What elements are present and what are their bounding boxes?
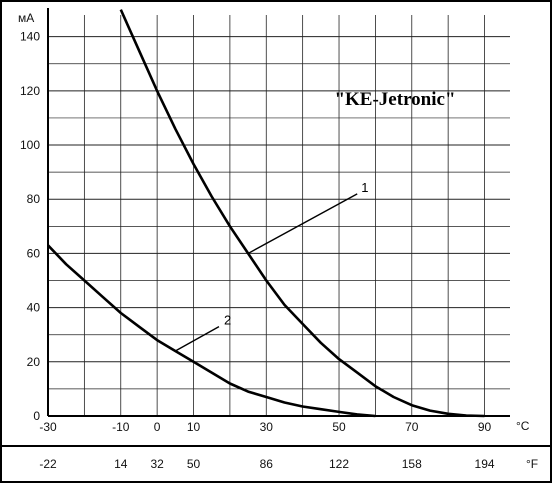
x2-tick-labels: -22 14 32 50 86 122 158 194	[39, 457, 495, 471]
x2-tick-label: 194	[475, 457, 495, 471]
x-axis-unit-fahrenheit: °F	[526, 457, 538, 471]
series-2-leader	[174, 325, 220, 352]
series-1-leader	[247, 193, 358, 255]
chart-title: "KE-Jetronic"	[334, 89, 455, 110]
y-tick-label: 60	[27, 246, 41, 260]
x2-tick-label: 14	[114, 457, 128, 471]
y-tick-label: 0	[33, 409, 40, 423]
x-tick-label: -10	[112, 420, 130, 434]
series-group	[47, 9, 485, 418]
x2-tick-label: 86	[260, 457, 274, 471]
x-tick-label: -30	[39, 420, 57, 434]
x-tick-label: 70	[405, 420, 419, 434]
x2-tick-label: 158	[402, 457, 422, 471]
series-2-label: 2	[224, 313, 231, 328]
y-tick-label: 100	[20, 138, 40, 152]
axes	[0, 8, 552, 447]
x2-tick-label: 32	[150, 457, 164, 471]
x2-tick-label: -22	[39, 457, 57, 471]
y-tick-label: 40	[27, 301, 41, 315]
series-line-2	[47, 244, 376, 418]
x-tick-labels: -30 -10 0 10 30 50 70 90	[39, 420, 491, 434]
y-axis-unit: мА	[18, 11, 34, 25]
x2-tick-label: 50	[187, 457, 201, 471]
x-tick-label: 30	[260, 420, 274, 434]
annotations: 12	[174, 180, 368, 352]
x-tick-label: 90	[478, 420, 492, 434]
grid	[47, 15, 510, 416]
x-axis-unit-celsius: °C	[516, 419, 530, 433]
y-tick-label: 20	[27, 355, 41, 369]
series-line-1	[119, 9, 485, 418]
x2-tick-label: 122	[329, 457, 349, 471]
y-tick-label: 140	[20, 30, 40, 44]
x-tick-label: 0	[154, 420, 161, 434]
y-tick-labels: 0 20 40 60 80 100 120 140	[20, 30, 40, 423]
x-tick-label: 50	[332, 420, 346, 434]
series-1-label: 1	[361, 180, 368, 195]
x-tick-label: 10	[187, 420, 201, 434]
y-tick-label: 80	[27, 192, 41, 206]
y-tick-label: 120	[20, 84, 40, 98]
